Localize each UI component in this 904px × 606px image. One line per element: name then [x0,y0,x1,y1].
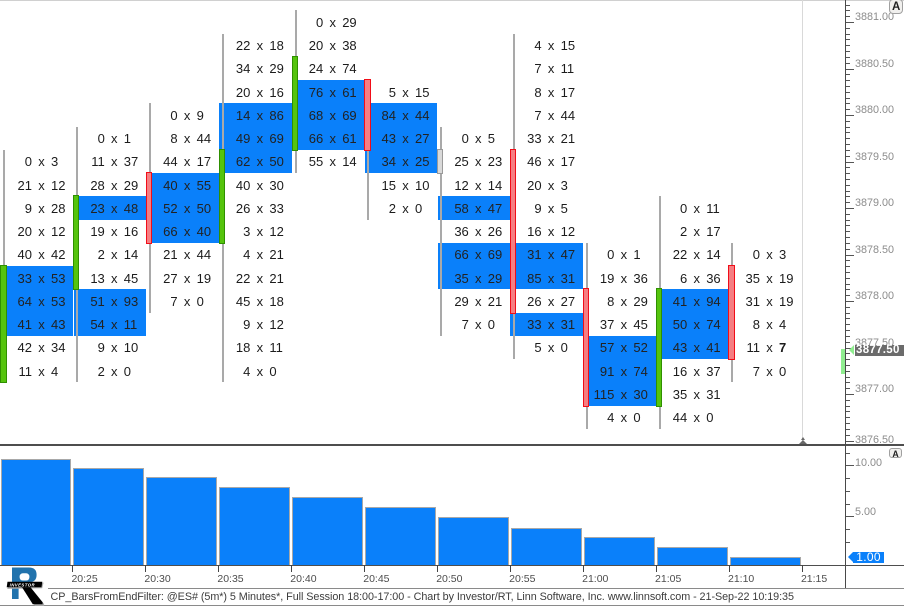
svg-text:INVESTOR: INVESTOR [10,582,36,587]
